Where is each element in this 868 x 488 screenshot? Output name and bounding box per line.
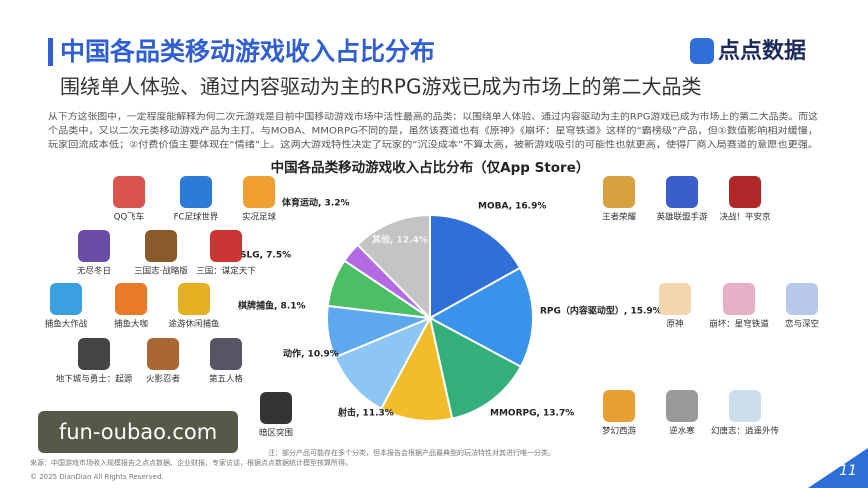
slice-label: 体育运动, 3.2% xyxy=(282,197,350,209)
game-icon xyxy=(78,230,110,262)
slice-label: MOBA, 16.9% xyxy=(478,202,546,212)
slice-label: 动作, 10.9% xyxy=(283,348,339,360)
game-name: 实况足球 xyxy=(242,212,277,223)
source: 来源：中国游戏市场收入规模报告之点点数据、企业财报、专家访谈，根据点点数据统计模… xyxy=(30,458,352,467)
game-name: 地下城与勇士：起源 xyxy=(56,374,133,385)
game-icon xyxy=(50,283,82,315)
game-icon xyxy=(723,283,755,315)
game-icon xyxy=(603,176,635,208)
game-icon xyxy=(147,338,179,370)
corner xyxy=(808,448,868,488)
game-icon xyxy=(115,283,147,315)
watermark-box xyxy=(38,411,238,453)
paragraph-line: 从下方这张图中，一定程度能解释为何二次元游戏是目前中国移动游戏市场中活性最高的品… xyxy=(48,111,818,123)
paragraph-line: 个品类中，又以二次元类移动游戏产品为主打。与MOBA、MMORPG不同的是，虽然… xyxy=(48,125,818,137)
game-icon xyxy=(666,176,698,208)
game-name: 途游休闲捕鱼 xyxy=(168,319,219,330)
pie-slice xyxy=(428,316,523,420)
pie-slice xyxy=(427,266,534,369)
paragraph-line: 玩家回流成本低；②付费价值主要体现在“情绪”上。这两大游戏特性决定了玩家的“沉没… xyxy=(48,139,818,151)
page-number: 11 xyxy=(839,463,857,479)
game-icon xyxy=(78,338,110,370)
slice-label: RPG（内容驱动型）, 15.9% xyxy=(540,305,662,317)
game-icon xyxy=(243,176,275,208)
game-name: 捕鱼大作战 xyxy=(45,319,88,330)
game-name: 暗区突围 xyxy=(259,428,293,439)
watermark: fun-oubao.com xyxy=(59,420,217,444)
slice-label: 棋牌捕鱼, 8.1% xyxy=(237,300,306,312)
game-icon xyxy=(659,283,691,315)
title: 中国各品类移动游戏收入占比分布 xyxy=(60,37,435,66)
slice-label: 射击, 11.3% xyxy=(337,407,394,419)
game-icon xyxy=(145,230,177,262)
game-name: 捕鱼大咖 xyxy=(114,319,148,330)
game-name: 第五人格 xyxy=(209,374,244,385)
game-icon xyxy=(603,390,635,422)
game-icon xyxy=(210,338,242,370)
game-name: 火影忍者 xyxy=(146,374,181,385)
game-name: 崩坏：星穹铁道 xyxy=(709,319,769,330)
pie-slice xyxy=(333,316,433,411)
game-icon xyxy=(210,230,242,262)
chart-title: 中国各品类移动游戏收入占比分布（仅App Store） xyxy=(271,159,590,176)
game-name: 恋与深空 xyxy=(785,319,819,330)
game-name: 决战！平安京 xyxy=(719,212,770,223)
pie-slice xyxy=(429,213,522,320)
game-icon xyxy=(729,176,761,208)
game-name: 王者荣耀 xyxy=(602,212,637,223)
game-name: 原神 xyxy=(666,319,683,330)
game-icon xyxy=(178,283,210,315)
copyright: © 2025 DianDian All Rights Reserved. xyxy=(30,473,164,481)
game-icon xyxy=(180,176,212,208)
subtitle: 围绕单人体验、通过内容驱动为主的RPG游戏已成为市场上的第二大品类 xyxy=(60,75,701,99)
slice-label: MMORPG, 13.7% xyxy=(490,409,574,419)
logo: 点点数据 xyxy=(718,38,806,64)
game-name: QQ飞车 xyxy=(114,212,144,223)
game-icon xyxy=(786,283,818,315)
game-name: 三国：谋定天下 xyxy=(196,266,256,277)
game-icon xyxy=(113,176,145,208)
game-icon xyxy=(260,392,292,424)
game-name: 幻唐志：逍遥外传 xyxy=(711,426,780,437)
game-name: 三国志·战略版 xyxy=(134,266,188,277)
game-icon xyxy=(729,390,761,422)
logo-icon xyxy=(690,38,714,64)
pie-slice xyxy=(379,315,454,422)
slice-label: 其他, 12.4% xyxy=(372,234,428,246)
game-name: 无尽冬日 xyxy=(77,266,111,277)
note: 注：部分产品可能存在多个分类，但本报告会根据产品最典型的玩法特性对其进行唯一分类… xyxy=(268,448,555,457)
game-name: 梦幻西游 xyxy=(602,426,637,437)
game-name: 逆水寒 xyxy=(669,426,695,437)
game-icon xyxy=(666,390,698,422)
title-bar xyxy=(48,38,53,66)
slice-label: SLG, 7.5% xyxy=(240,251,291,261)
game-name: FC足球世界 xyxy=(174,212,219,223)
pie-slice xyxy=(356,213,431,321)
game-name: 英雄联盟手游 xyxy=(656,212,708,223)
